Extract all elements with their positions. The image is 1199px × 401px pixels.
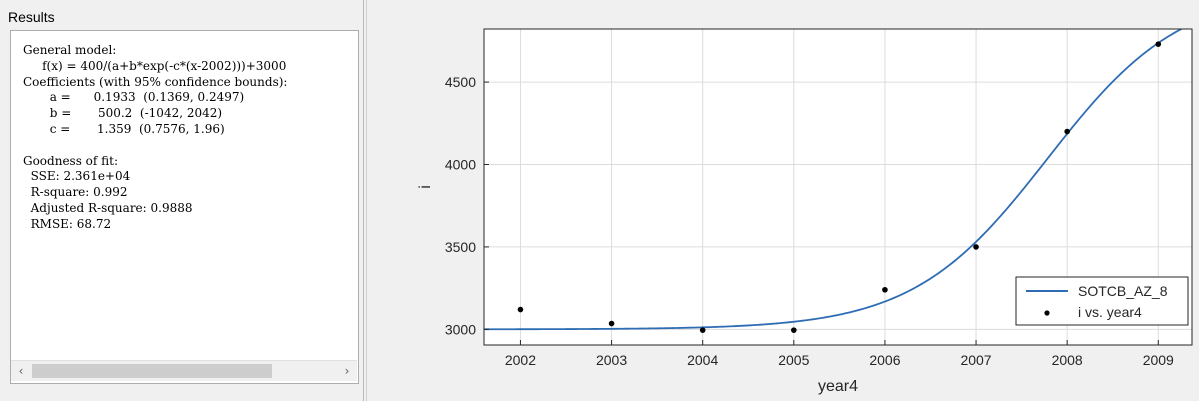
y-axis-label: i xyxy=(417,185,434,189)
y-tick-label: 4000 xyxy=(445,156,476,172)
y-tick-label: 4500 xyxy=(445,74,476,90)
data-point xyxy=(517,306,524,313)
results-text: General model: f(x) = 400/(a+b*exp(-c*(x… xyxy=(23,43,288,231)
results-panel: Results General model: f(x) = 400/(a+b*e… xyxy=(0,0,364,401)
data-point xyxy=(882,286,888,293)
legend-points-label: i vs. year4 xyxy=(1078,304,1142,320)
y-tick-label: 3000 xyxy=(445,321,476,337)
x-tick-label: 2003 xyxy=(596,352,627,368)
fit-plot[interactable]: 2002 2003 2004 2005 2006 2007 2008 2009 3000 3500… xyxy=(367,0,1199,401)
legend-point-swatch xyxy=(1044,310,1050,316)
data-point xyxy=(699,327,706,333)
x-tick-label: 2006 xyxy=(869,352,900,368)
fit-curve xyxy=(484,29,1184,331)
x-axis-label: year4 xyxy=(818,378,858,395)
results-text-box[interactable]: General model: f(x) = 400/(a+b*exp(-c*(x… xyxy=(10,30,359,384)
x-tick-label: 2008 xyxy=(1052,352,1083,368)
x-tick-label: 2004 xyxy=(687,352,718,368)
plot-panel: 2002 2003 2004 2005 2006 2007 2008 2009 3000 3500… xyxy=(366,0,1199,401)
results-title: Results xyxy=(8,9,55,25)
x-tick-label: 2009 xyxy=(1143,352,1174,368)
scroll-right-arrow-icon[interactable]: › xyxy=(344,364,350,378)
legend-box xyxy=(1015,276,1189,326)
scroll-left-arrow-icon[interactable]: ‹ xyxy=(18,364,24,378)
data-point xyxy=(1064,128,1070,135)
axes-box xyxy=(483,28,1193,346)
x-tick-label: 2005 xyxy=(778,352,809,368)
y-tick-label: 3500 xyxy=(445,239,476,255)
data-point xyxy=(973,244,979,250)
scrollbar-thumb[interactable] xyxy=(32,364,272,378)
horizontal-scrollbar[interactable]: ‹ › xyxy=(11,360,357,381)
data-point xyxy=(608,320,615,327)
data-point xyxy=(791,327,797,333)
x-tick-label: 2002 xyxy=(505,352,536,368)
legend-fit-label: SOTCB_AZ_8 xyxy=(1078,283,1168,299)
x-tick-label: 2007 xyxy=(960,352,991,368)
data-point xyxy=(1155,41,1162,47)
